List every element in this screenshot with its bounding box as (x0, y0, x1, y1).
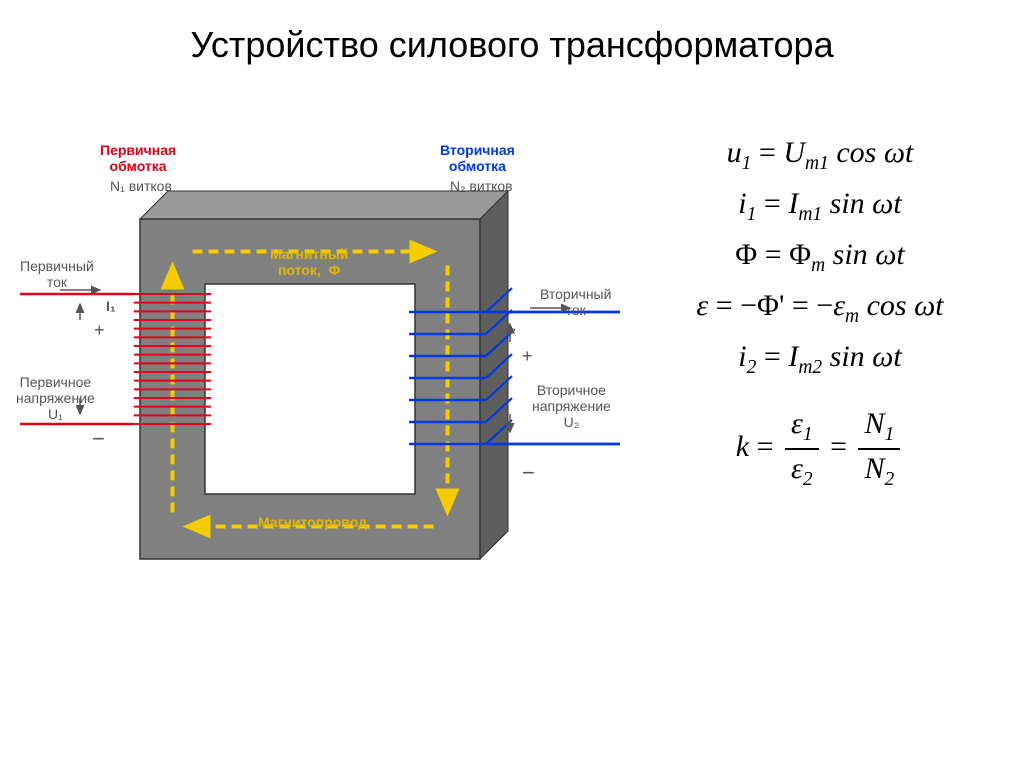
secondary-current-label: Вторичный ток (540, 286, 611, 318)
secondary-minus: − (522, 460, 535, 485)
content-row: Первичная обмотка N₁ витков Вторичная об… (0, 74, 1024, 684)
transformer-diagram: Первичная обмотка N₁ витков Вторичная об… (10, 84, 630, 684)
flux-label: Магнитный поток, Ф (270, 246, 348, 278)
formulas-column: u1 = Um1 cos ωt i1 = Im1 sin ωt Φ = Φm s… (630, 74, 1000, 503)
f-u1-lhs: u1 (727, 136, 752, 169)
primary-plus: + (94, 320, 105, 341)
formula-k: k = ε1 ε2 = N1 N2 (640, 407, 1000, 491)
primary-turns-label: N₁ витков (110, 178, 172, 194)
secondary-plus: + (522, 346, 533, 367)
primary-minus: − (92, 426, 105, 451)
formula-u1: u1 = Um1 cos ωt (640, 136, 1000, 175)
page-title: Устройство силового трансформатора (0, 24, 1024, 66)
formula-phi: Φ = Φm sin ωt (640, 238, 1000, 277)
primary-current-label: Первичный ток (20, 258, 94, 290)
primary-lead-I1: I₁ (106, 298, 116, 314)
secondary-lead-I2: I₂ (506, 320, 516, 336)
formula-i2: i2 = Im2 sin ωt (640, 340, 1000, 379)
secondary-turns-label: N₂ витков (450, 178, 513, 194)
secondary-title-label: Вторичная обмотка (440, 142, 515, 174)
core-label: Магнитопровод (258, 514, 367, 530)
formula-emf: ε = −Φ' = −εm cos ωt (640, 289, 1000, 328)
formula-i1: i1 = Im1 sin ωt (640, 187, 1000, 226)
primary-title-label: Первичная обмотка (100, 142, 176, 174)
primary-voltage-label: Первичное напряжение U₁ (16, 374, 95, 422)
f-u1-amp: Um1 (783, 136, 829, 169)
secondary-voltage-label: Вторичное напряжение U₂ (532, 382, 611, 430)
